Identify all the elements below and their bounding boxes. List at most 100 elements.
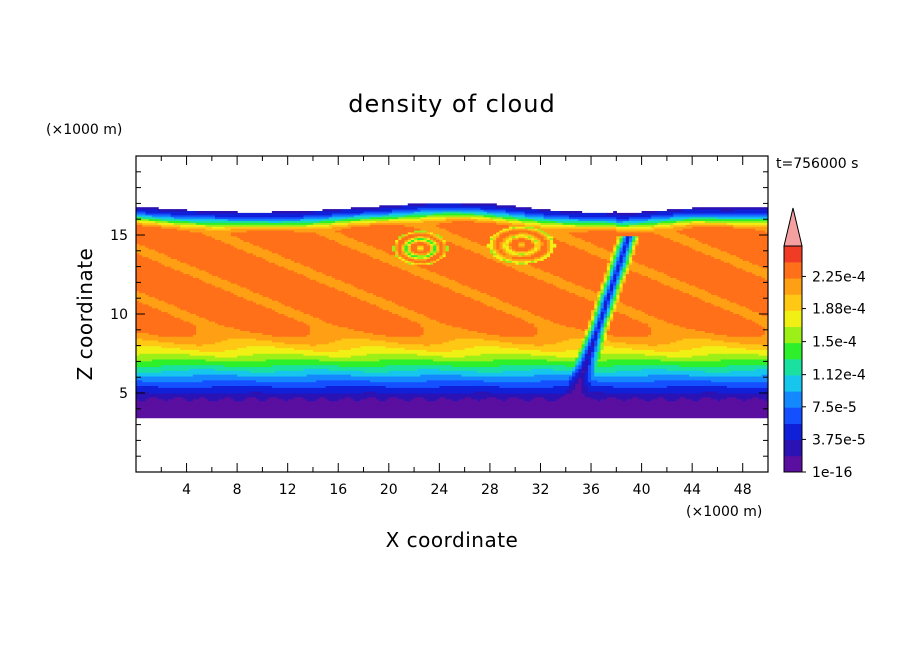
density-cell (584, 334, 589, 337)
density-cell (499, 229, 504, 233)
density-cell (518, 262, 526, 265)
density-cell (483, 338, 570, 341)
density-cell (540, 349, 567, 352)
density-cell (619, 252, 627, 256)
density-cell (625, 262, 630, 265)
density-cell (584, 343, 589, 347)
density-cell (572, 281, 602, 284)
density-cell (540, 243, 545, 246)
density-cell (603, 271, 608, 275)
density-cell (591, 341, 595, 345)
density-cell (670, 275, 763, 278)
density-cell (338, 349, 428, 352)
density-cell (625, 237, 630, 241)
density-cell (493, 258, 500, 261)
density-cell (603, 281, 608, 284)
density-cell (628, 252, 633, 256)
density-cell (591, 326, 595, 330)
density-cell (161, 364, 226, 368)
density-cell (407, 269, 431, 273)
density-cell (470, 286, 561, 290)
density-cell (136, 231, 203, 235)
density-cell (433, 262, 504, 265)
density-cell (651, 330, 706, 333)
density-cell (761, 324, 768, 328)
density-cell (426, 243, 431, 246)
density-cell (344, 233, 403, 237)
density-cell (423, 330, 478, 333)
density-cell (464, 247, 491, 250)
density-cell (395, 248, 399, 252)
density-cell (578, 358, 583, 362)
density-cell (230, 281, 320, 284)
density-cell (398, 313, 425, 316)
density-cell (215, 320, 305, 324)
density-cell (136, 368, 191, 371)
chart-title: density of cloud (348, 90, 555, 118)
density-cell (632, 252, 636, 256)
density-cell (426, 252, 431, 256)
density-cell (606, 320, 611, 324)
density-cell (733, 311, 760, 314)
density-cell (366, 396, 377, 400)
density-cell (638, 396, 658, 400)
density-cell (628, 256, 633, 259)
density-cell (572, 377, 576, 381)
density-cell (606, 315, 611, 318)
density-cell (549, 243, 557, 246)
density-cell (426, 256, 431, 259)
density-cell (275, 345, 361, 349)
density-cell (366, 243, 396, 246)
density-cell (350, 374, 421, 377)
density-cell (638, 235, 665, 239)
density-cell (139, 220, 156, 223)
density-cell (549, 252, 592, 256)
density-cell (553, 235, 576, 239)
density-cell (230, 290, 254, 294)
density-cell (575, 364, 579, 368)
density-cell (414, 210, 444, 214)
density-cell (581, 358, 586, 362)
density-cell (584, 330, 589, 333)
density-cell (581, 356, 586, 360)
density-cell (496, 205, 516, 208)
density-cell (360, 298, 387, 301)
density-cell (565, 364, 576, 368)
density-cell (619, 250, 624, 254)
density-cell (587, 387, 768, 390)
density-cell (584, 372, 589, 375)
density-cell (303, 214, 333, 218)
density-cell (230, 231, 317, 235)
density-cell (489, 391, 567, 394)
density-cell (429, 262, 434, 265)
density-cell (230, 243, 254, 246)
density-cell (632, 269, 658, 273)
density-cell (584, 353, 589, 356)
density-cell (398, 241, 406, 244)
density-cell (587, 326, 592, 330)
density-cell (136, 364, 162, 368)
density-cell (635, 245, 690, 248)
density-cell (610, 277, 614, 280)
density-cell (575, 368, 579, 371)
density-cell (489, 247, 494, 250)
density-cell (698, 286, 768, 290)
density-cell (423, 248, 431, 252)
density-cell (537, 248, 542, 252)
density-cell (445, 228, 504, 231)
density-cell (600, 281, 605, 284)
density-cell (540, 222, 564, 225)
density-cell (673, 226, 693, 229)
density-cell (597, 360, 768, 364)
density-cell (587, 324, 592, 328)
density-cell (568, 379, 576, 383)
density-cell (423, 235, 431, 239)
density-cell (546, 252, 551, 256)
density-cell (230, 233, 320, 237)
density-cell (161, 370, 251, 373)
density-cell (616, 237, 621, 241)
density-cell (559, 322, 589, 326)
density-cell (429, 243, 434, 246)
density-cell (603, 305, 608, 309)
density-cell (252, 252, 279, 256)
